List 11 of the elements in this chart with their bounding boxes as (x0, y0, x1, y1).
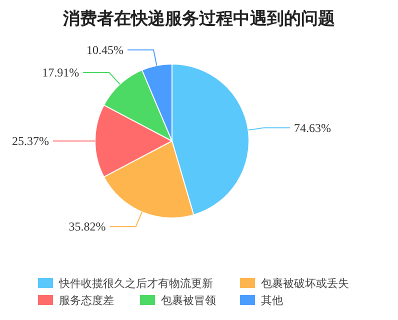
data-label: 10.45% (86, 42, 124, 57)
legend-label: 快件收揽很久之后才有物流更新 (58, 277, 213, 290)
legend-label: 包裹被破坏或丢失 (261, 277, 349, 290)
legend-label: 其他 (261, 294, 283, 307)
legend-label: 服务态度差 (59, 294, 114, 307)
data-label: 25.37% (12, 134, 49, 148)
chart-title: 消费者在快递服务过程中遇到的问题 (62, 9, 335, 29)
data-label: 35.82% (68, 220, 106, 234)
data-label: 17.91% (42, 65, 80, 80)
data-label: 74.63% (294, 120, 332, 135)
legend-label: 包裹被冒领 (161, 294, 216, 307)
